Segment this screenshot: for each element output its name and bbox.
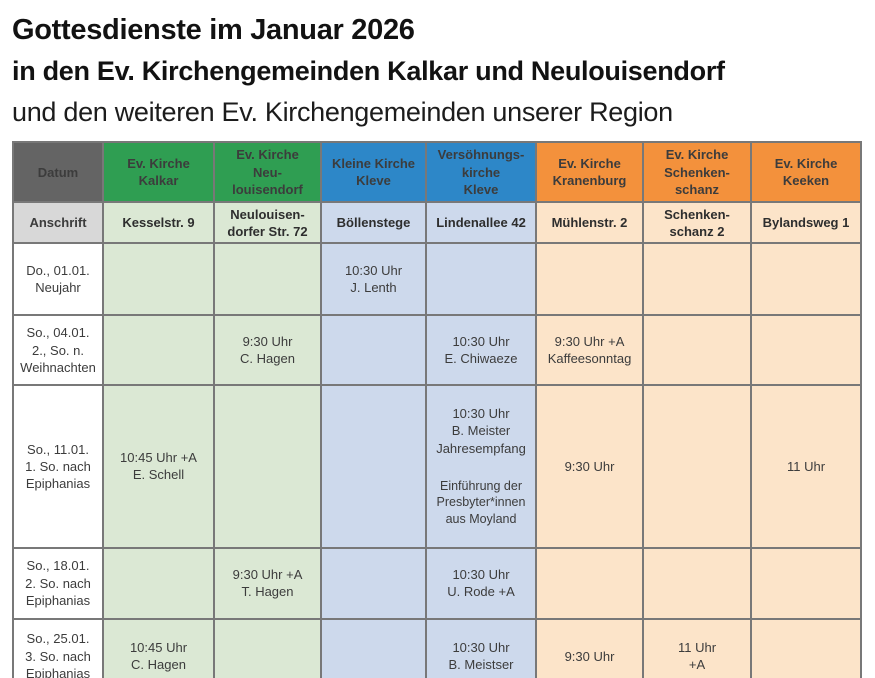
address-cell-versoehnungskirche: Lindenallee 42	[425, 201, 537, 245]
service-cell-with-note: 10:30 Uhr B. Meister Jahresempfang Einfü…	[425, 384, 537, 549]
service-cell	[320, 546, 427, 620]
service-cell: 10:30 Uhr B. Meistser	[425, 617, 537, 678]
service-cell	[750, 314, 862, 387]
service-cell	[102, 314, 215, 387]
address-cell-neulouisendorf: Neulouisen- dorfer Str. 72	[213, 201, 322, 245]
table-row-04-01: So., 04.01. 2., So. n. Weihnachten 9:30 …	[12, 314, 862, 387]
address-cell-kranenburg: Mühlenstr. 2	[535, 201, 644, 245]
service-cell: 10:45 Uhr C. Hagen	[102, 617, 215, 678]
date-cell: So., 25.01. 3. So. nach Epiphanias	[12, 617, 104, 678]
service-cell	[320, 617, 427, 678]
address-cell-kleine-kirche-kleve: Böllenstege	[320, 201, 427, 245]
address-cell-keeken: Bylandsweg 1	[750, 201, 862, 245]
service-cell	[642, 546, 752, 620]
service-cell: 10:45 Uhr +A E. Schell	[102, 384, 215, 549]
church-header-versoehnungskirche-kleve: Versöhnungs- kirche Kleve	[425, 141, 537, 204]
service-cell	[425, 242, 537, 317]
church-header-neulouisendorf: Ev. Kirche Neu- louisendorf	[213, 141, 322, 204]
service-cell	[102, 242, 215, 317]
table-row-11-01: So., 11.01. 1. So. nach Epiphanias 10:45…	[12, 384, 862, 549]
church-header-kranenburg: Ev. Kirche Kranenburg	[535, 141, 644, 204]
address-row: Anschrift Kesselstr. 9 Neulouisen- dorfe…	[12, 201, 862, 245]
service-cell: 9:30 Uhr +A T. Hagen	[213, 546, 322, 620]
service-cell: 11 Uhr	[750, 384, 862, 549]
service-cell	[750, 242, 862, 317]
table-row-neujahr: Do., 01.01. Neujahr 10:30 Uhr J. Lenth	[12, 242, 862, 317]
service-cell: 11 Uhr +A	[642, 617, 752, 678]
church-header-kleine-kirche-kleve: Kleine Kirche Kleve	[320, 141, 427, 204]
service-schedule-table: Datum Ev. Kirche Kalkar Ev. Kirche Neu- …	[12, 141, 862, 678]
service-cell	[750, 546, 862, 620]
title-line-1: Gottesdienste im Januar 2026	[12, 14, 415, 46]
service-cell	[213, 242, 322, 317]
service-cell	[642, 242, 752, 317]
service-cell: 10:30 Uhr U. Rode +A	[425, 546, 537, 620]
service-cell: 9:30 Uhr C. Hagen	[213, 314, 322, 387]
table-row-25-01: So., 25.01. 3. So. nach Epiphanias 10:45…	[12, 617, 862, 678]
table-row-18-01: So., 18.01. 2. So. nach Epiphanias 9:30 …	[12, 546, 862, 620]
service-cell: 9:30 Uhr	[535, 617, 644, 678]
address-cell-kalkar: Kesselstr. 9	[102, 201, 215, 245]
church-header-keeken: Ev. Kirche Keeken	[750, 141, 862, 204]
date-cell: Do., 01.01. Neujahr	[12, 242, 104, 317]
page-title: Gottesdienste im Januar 2026 in den Ev. …	[12, 10, 863, 132]
service-cell	[642, 384, 752, 549]
address-row-label: Anschrift	[12, 201, 104, 245]
service-main: 10:30 Uhr B. Meister Jahresempfang	[436, 406, 526, 456]
service-cell	[642, 314, 752, 387]
service-cell	[320, 384, 427, 549]
service-cell	[535, 242, 644, 317]
title-line-2: in den Ev. Kirchengemeinden Kalkar und N…	[12, 56, 725, 87]
service-cell: 10:30 Uhr J. Lenth	[320, 242, 427, 317]
church-header-row: Datum Ev. Kirche Kalkar Ev. Kirche Neu- …	[12, 141, 862, 204]
date-cell: So., 11.01. 1. So. nach Epiphanias	[12, 384, 104, 549]
service-cell	[535, 546, 644, 620]
service-cell: 10:30 Uhr E. Chiwaeze	[425, 314, 537, 387]
address-cell-schenkenschanz: Schenken- schanz 2	[642, 201, 752, 245]
service-note: Einführung der Presbyter*innen aus Moyla…	[436, 478, 526, 526]
service-cell	[213, 384, 322, 549]
title-line-3: und den weiteren Ev. Kirchengemeinden un…	[12, 96, 673, 127]
service-cell	[102, 546, 215, 620]
church-header-kalkar: Ev. Kirche Kalkar	[102, 141, 215, 204]
date-cell: So., 18.01. 2. So. nach Epiphanias	[12, 546, 104, 620]
service-cell: 9:30 Uhr +A Kaffeesonntag	[535, 314, 644, 387]
service-cell	[750, 617, 862, 678]
service-cell	[320, 314, 427, 387]
service-cell: 9:30 Uhr	[535, 384, 644, 549]
service-cell	[213, 617, 322, 678]
date-column-header: Datum	[12, 141, 104, 204]
date-cell: So., 04.01. 2., So. n. Weihnachten	[12, 314, 104, 387]
church-header-schenkenschanz: Ev. Kirche Schenken- schanz	[642, 141, 752, 204]
